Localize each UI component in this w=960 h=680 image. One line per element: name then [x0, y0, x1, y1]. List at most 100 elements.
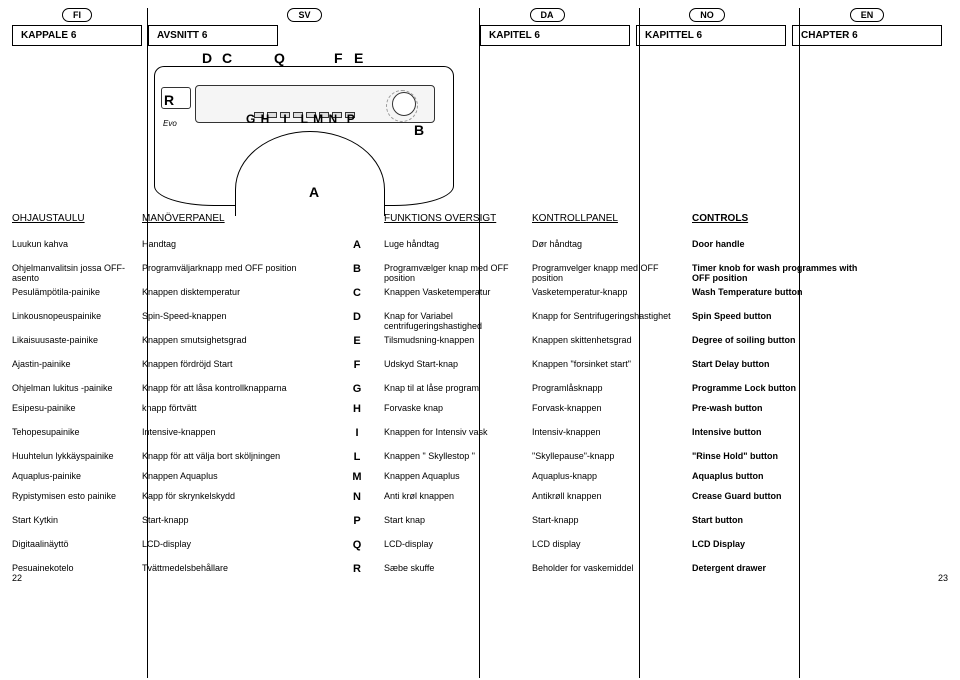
cell-letter: L: [342, 451, 372, 463]
table-row: TehopesupainikeIntensive-knappenIKnappen…: [12, 425, 948, 445]
chapter-en: CHAPTER 6: [792, 25, 942, 46]
table-row: Luukun kahvaHandtagALuge håndtagDør hånd…: [12, 237, 948, 257]
cell-letter: H: [342, 403, 372, 415]
cell-da: Knap til at låse program: [372, 383, 532, 393]
cell-letter: A: [342, 239, 372, 251]
header-en: CONTROLS: [692, 213, 872, 224]
cell-da: Programvælger knap med OFF position: [372, 263, 532, 283]
cell-sv: Spin-Speed-knappen: [142, 311, 342, 321]
cell-da: LCD-display: [372, 539, 532, 549]
label-r: R: [164, 92, 174, 108]
table-row: Ajastin-painikeKnappen fördröjd StartFUd…: [12, 357, 948, 377]
cell-en: Programme Lock button: [692, 383, 872, 393]
lang-no: NO: [689, 8, 725, 22]
label-q: Q: [274, 50, 285, 66]
cell-en: Timer knob for wash programmes with OFF …: [692, 263, 872, 283]
cell-sv: LCD-display: [142, 539, 342, 549]
cell-no: Forvask-knappen: [532, 403, 692, 413]
cell-en: Start Delay button: [692, 359, 872, 369]
cell-no: Knapp for Sentrifugeringshastighet: [532, 311, 692, 321]
cell-da: Start knap: [372, 515, 532, 525]
cell-en: Crease Guard button: [692, 491, 872, 501]
cell-en: Degree of soiling button: [692, 335, 872, 345]
table-row: Huuhtelun lykkäyspainikeKnapp för att vä…: [12, 449, 948, 469]
cell-en: Spin Speed button: [692, 311, 872, 321]
cell-fi: Pesulämpötila-painike: [12, 287, 142, 297]
cell-no: LCD display: [532, 539, 692, 549]
table-row: Likaisuusaste-painikeKnappen smutsighets…: [12, 333, 948, 353]
cell-sv: Knapp för att välja bort sköljningen: [142, 451, 342, 461]
chapter-sv: AVSNITT 6: [148, 25, 278, 46]
cell-en: Aquaplus button: [692, 471, 872, 481]
divider-2: [479, 8, 480, 678]
cell-fi: Ohjelman lukitus -painike: [12, 383, 142, 393]
chapter-fi: KAPPALE 6: [12, 25, 142, 46]
cell-fi: Likaisuusaste-painike: [12, 335, 142, 345]
cell-sv: Programväljarknapp med OFF position: [142, 263, 342, 273]
cell-en: Intensive button: [692, 427, 872, 437]
cell-fi: Esipesu-painike: [12, 403, 142, 413]
cell-fi: Rypistymisen esto painike: [12, 491, 142, 501]
cell-letter: R: [342, 563, 372, 575]
washer-body: Evo: [154, 66, 454, 206]
cell-sv: Knappen smutsighetsgrad: [142, 335, 342, 345]
label-d: D: [202, 50, 212, 66]
washer-diagram: D C Q F E Evo R G H I L M N P B A: [154, 52, 464, 207]
page: FI SV DA NO EN KAPPALE 6 AVSNITT 6 KAPIT…: [12, 8, 948, 581]
cell-no: Beholder for vaskemiddel: [532, 563, 692, 573]
cell-sv: Knappen disktemperatur: [142, 287, 342, 297]
program-knob-icon: [392, 92, 416, 116]
cell-en: "Rinse Hold" button: [692, 451, 872, 461]
cell-da: Luge håndtag: [372, 239, 532, 249]
cell-letter: D: [342, 311, 372, 323]
cell-fi: Digitaalinäyttö: [12, 539, 142, 549]
cell-da: Anti krøl knappen: [372, 491, 532, 501]
cell-letter: F: [342, 359, 372, 371]
cell-no: Antikrøll knappen: [532, 491, 692, 501]
cell-sv: Kapp för skrynkelskydd: [142, 491, 342, 501]
cell-da: Forvaske knap: [372, 403, 532, 413]
table-row: Ohjelmanvalitsin jossa OFF-asentoProgram…: [12, 261, 948, 285]
cell-da: Knap for Variabel centrifugeringshastigh…: [372, 311, 532, 331]
lang-fi: FI: [62, 8, 92, 22]
cell-letter: Q: [342, 539, 372, 551]
cell-fi: Ajastin-painike: [12, 359, 142, 369]
cell-fi: Linkousnopeuspainike: [12, 311, 142, 321]
divider-4: [799, 8, 800, 678]
cell-letter: N: [342, 491, 372, 503]
cell-fi: Pesuainekotelo: [12, 563, 142, 573]
header-fi: OHJAUSTAULU: [12, 213, 142, 224]
cell-en: Wash Temperature button: [692, 287, 872, 297]
cell-sv: Tvättmedelsbehållare: [142, 563, 342, 573]
cell-da: Tilsmudsning-knappen: [372, 335, 532, 345]
cell-letter: B: [342, 263, 372, 275]
cell-da: Knappen " Skyllestop ": [372, 451, 532, 461]
cell-sv: Start-knapp: [142, 515, 342, 525]
language-row: FI SV DA NO EN: [12, 8, 948, 22]
chapter-da: KAPITEL 6: [480, 25, 630, 46]
cell-no: Knappen skittenhetsgrad: [532, 335, 692, 345]
page-number-left: 22: [12, 573, 22, 583]
cell-fi: Aquaplus-painike: [12, 471, 142, 481]
cell-fi: Start Kytkin: [12, 515, 142, 525]
cell-sv: Handtag: [142, 239, 342, 249]
label-e: E: [354, 50, 363, 66]
cell-no: Knappen "forsinket start": [532, 359, 692, 369]
divider-1: [147, 8, 148, 678]
cell-en: Pre-wash button: [692, 403, 872, 413]
cell-da: Knappen Aquaplus: [372, 471, 532, 481]
page-number-right: 23: [938, 573, 948, 583]
cell-fi: Huuhtelun lykkäyspainike: [12, 451, 142, 461]
lang-da: DA: [530, 8, 565, 22]
door-icon: [235, 131, 385, 216]
lang-sv: SV: [287, 8, 321, 22]
table-row: PesuainekoteloTvättmedelsbehållareRSæbe …: [12, 561, 948, 581]
cell-no: Intensiv-knappen: [532, 427, 692, 437]
cell-letter: E: [342, 335, 372, 347]
cell-no: Dør håndtag: [532, 239, 692, 249]
cell-letter: P: [342, 515, 372, 527]
cell-da: Knappen for Intensiv vask: [372, 427, 532, 437]
table-row: Pesulämpötila-painikeKnappen disktempera…: [12, 285, 948, 305]
cell-fi: Ohjelmanvalitsin jossa OFF-asento: [12, 263, 142, 283]
label-ghilmnp: G H I L M N P: [246, 112, 356, 126]
